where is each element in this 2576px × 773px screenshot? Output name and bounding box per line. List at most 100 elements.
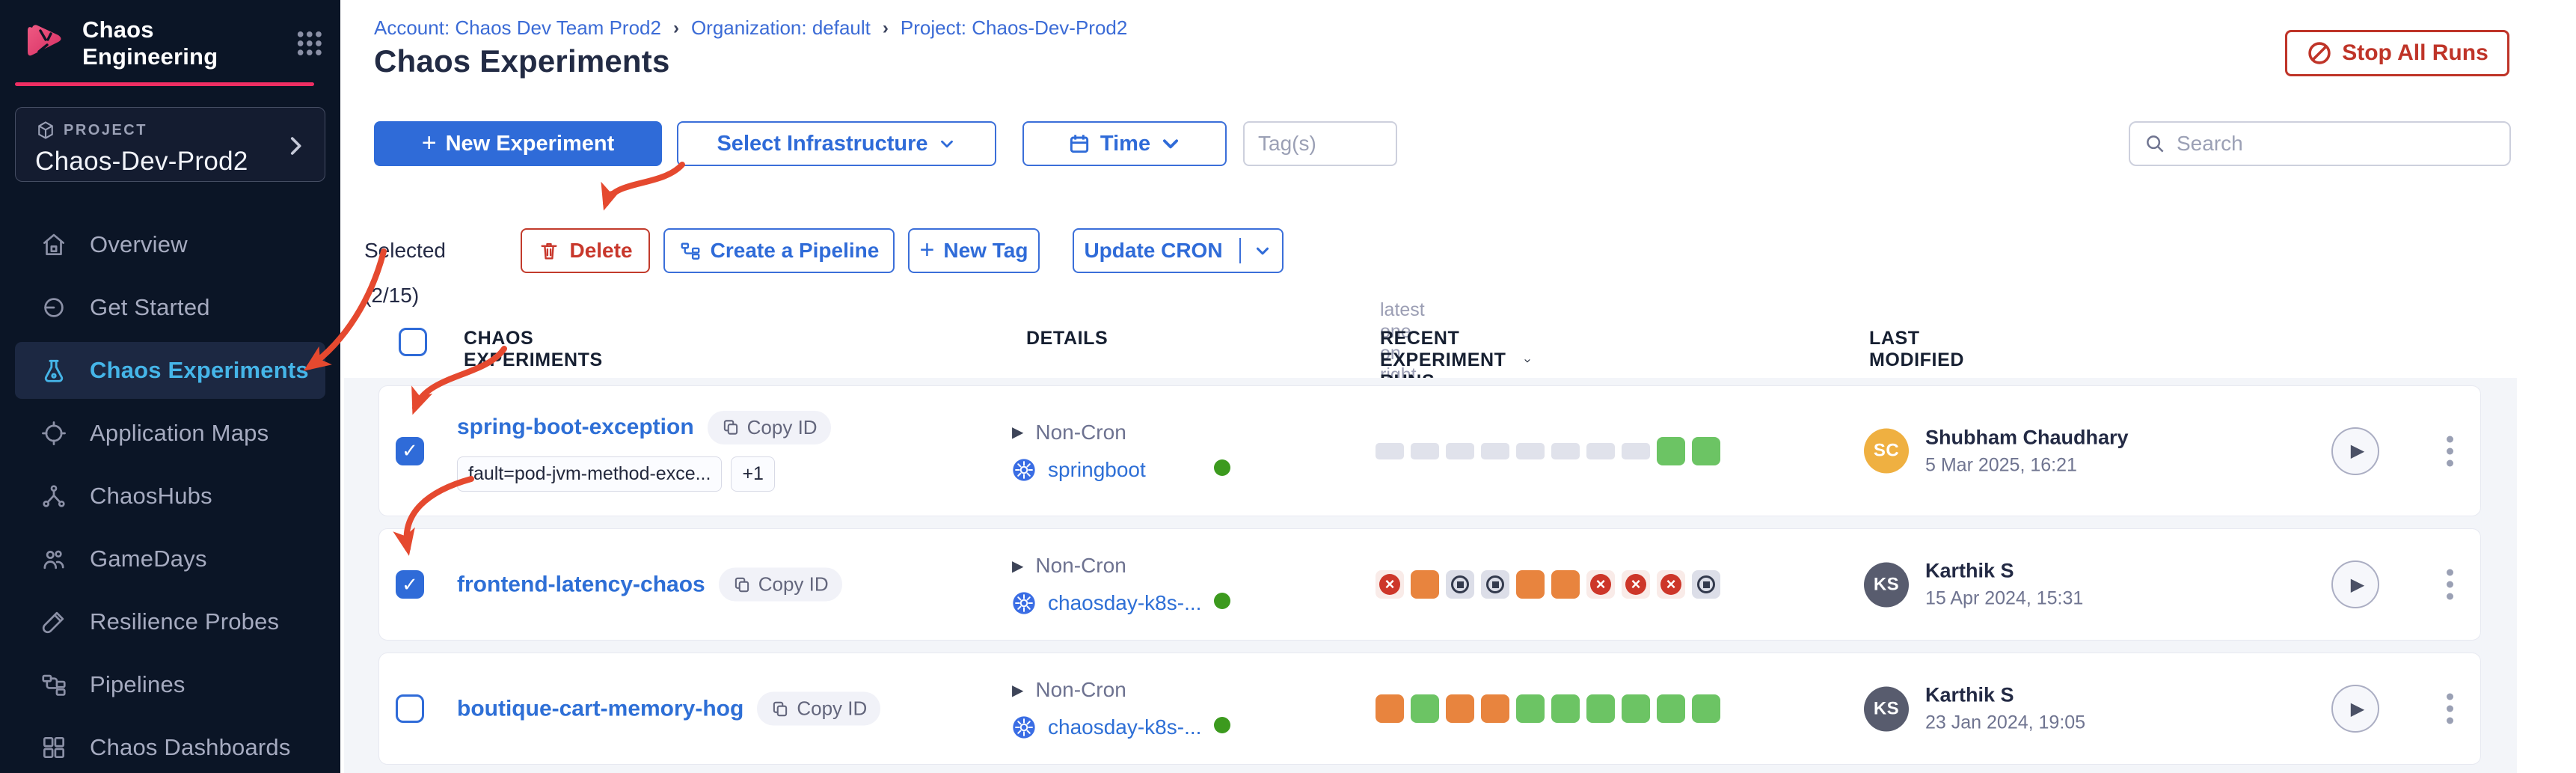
new-experiment-button[interactable]: + New Experiment (374, 121, 662, 166)
run-completed[interactable] (1551, 694, 1580, 723)
sidebar-item-label: Pipelines (90, 671, 185, 697)
breadcrumb-separator: › (882, 17, 889, 38)
app-grid-icon[interactable] (294, 28, 325, 59)
sidebar-item-get-started[interactable]: Get Started (0, 276, 340, 339)
run-stopped[interactable] (1692, 570, 1720, 599)
run-completed[interactable] (1692, 694, 1720, 723)
run-empty[interactable] (1481, 442, 1509, 459)
update-cron-dropdown[interactable]: Update CRON (1073, 228, 1284, 273)
avatar: KS (1864, 562, 1909, 607)
run-empty[interactable] (1411, 442, 1439, 459)
infrastructure-link[interactable]: springboot (1048, 457, 1146, 481)
run-completed[interactable] (1657, 436, 1685, 465)
project-selector[interactable]: PROJECT Chaos-Dev-Prod2 (15, 107, 325, 182)
sidebar-item-gamedays[interactable]: GameDays (0, 528, 340, 590)
brand-header: Chaos Engineering (22, 16, 325, 70)
chevron-right-icon (290, 137, 301, 155)
sidebar: Chaos Engineering PROJECT Chaos-Dev-Prod… (0, 0, 340, 773)
breadcrumb-account-link[interactable]: Account: Chaos Dev Team Prod2 (374, 16, 661, 39)
tags-filter-input[interactable]: Tag(s) (1243, 121, 1397, 166)
run-experiment-button[interactable]: ▶ (2331, 685, 2379, 733)
column-header-details: DETAILS (1026, 328, 1108, 349)
run-running[interactable] (1481, 694, 1509, 723)
run-failed[interactable]: × (1376, 570, 1404, 599)
selected-count-label: Selected (2/15) (364, 239, 446, 307)
sidebar-item-pipelines[interactable]: Pipelines (0, 653, 340, 716)
sidebar-item-label: GameDays (90, 546, 207, 572)
run-running[interactable] (1551, 570, 1580, 599)
copy-id-button[interactable]: Copy ID (757, 691, 881, 726)
run-completed[interactable] (1586, 694, 1615, 723)
tag-more-chip[interactable]: +1 (731, 456, 775, 492)
new-tag-button[interactable]: + New Tag (908, 228, 1040, 273)
tag-chip[interactable]: fault=pod-jvm-method-exce... (457, 456, 723, 492)
copy-id-button[interactable]: Copy ID (718, 567, 842, 602)
run-empty[interactable] (1586, 442, 1615, 459)
sidebar-item-overview[interactable]: Overview (0, 213, 340, 276)
run-empty[interactable] (1446, 442, 1474, 459)
run-experiment-button[interactable]: ▶ (2331, 560, 2379, 608)
row-menu-button[interactable] (2442, 689, 2458, 729)
row-checkbox[interactable]: ✓ (396, 570, 424, 599)
run-completed[interactable] (1516, 694, 1545, 723)
row-menu-button[interactable] (2442, 431, 2458, 471)
expand-triangle-icon[interactable]: ▶ (1012, 682, 1024, 699)
run-failed[interactable]: × (1622, 570, 1650, 599)
sidebar-item-chaoshubs[interactable]: ChaosHubs (0, 465, 340, 528)
copy-icon (735, 577, 749, 592)
run-completed[interactable] (1622, 694, 1650, 723)
run-running[interactable] (1446, 694, 1474, 723)
chevron-down-icon (1256, 247, 1269, 255)
run-stopped[interactable] (1446, 570, 1474, 599)
tags-placeholder: Tag(s) (1258, 132, 1316, 155)
select-infrastructure-dropdown[interactable]: Select Infrastructure (677, 121, 996, 166)
run-running[interactable] (1516, 570, 1545, 599)
dashboard-icon (39, 733, 69, 762)
sidebar-item-resilience-probes[interactable]: Resilience Probes (0, 590, 340, 653)
run-running[interactable] (1376, 694, 1404, 723)
copy-id-button[interactable]: Copy ID (707, 410, 831, 444)
sidebar-item-chaos-dashboards[interactable]: Chaos Dashboards (0, 716, 340, 773)
page-title: Chaos Experiments (374, 43, 670, 79)
modified-date: 23 Jan 2024, 19:05 (1925, 712, 2086, 733)
run-failed[interactable]: × (1586, 570, 1615, 599)
run-empty[interactable] (1516, 442, 1545, 459)
run-completed[interactable] (1411, 694, 1439, 723)
button-divider (1239, 238, 1241, 263)
row-checkbox[interactable] (396, 694, 424, 723)
expand-triangle-icon[interactable]: ▶ (1012, 557, 1024, 575)
row-menu-button[interactable] (2442, 565, 2458, 605)
main-content: Account: Chaos Dev Team Prod2 › Organiza… (340, 0, 2576, 773)
run-running[interactable] (1411, 570, 1439, 599)
infrastructure-link[interactable]: chaosday-k8s-... (1048, 591, 1202, 614)
run-stopped[interactable] (1481, 570, 1509, 599)
sidebar-item-label: ChaosHubs (90, 483, 212, 509)
run-empty[interactable] (1622, 442, 1650, 459)
experiment-row: boutique-cart-memory-hog Copy ID ▶ Non-C… (378, 653, 2481, 765)
expand-triangle-icon[interactable]: ▶ (1012, 424, 1024, 441)
create-pipeline-button[interactable]: Create a Pipeline (663, 228, 895, 273)
infrastructure-link[interactable]: chaosday-k8s-... (1048, 715, 1202, 739)
run-empty[interactable] (1376, 442, 1404, 459)
delete-button[interactable]: Delete (521, 228, 650, 273)
experiment-name-link[interactable]: spring-boot-exception (457, 415, 694, 439)
sidebar-item-application-maps[interactable]: Application Maps (0, 402, 340, 465)
run-experiment-button[interactable]: ▶ (2331, 427, 2379, 475)
run-empty[interactable] (1551, 442, 1580, 459)
breadcrumb-org-link[interactable]: Organization: default (690, 16, 871, 39)
experiment-name-link[interactable]: boutique-cart-memory-hog (457, 696, 744, 721)
run-failed[interactable]: × (1657, 570, 1685, 599)
modified-by-name: Karthik S (1925, 683, 2014, 706)
stop-all-runs-button[interactable]: Stop All Runs (2285, 30, 2509, 76)
sidebar-item-chaos-experiments[interactable]: Chaos Experiments (0, 339, 340, 402)
breadcrumb-project-link[interactable]: Project: Chaos-Dev-Prod2 (900, 16, 1128, 39)
run-completed[interactable] (1692, 436, 1720, 465)
kubernetes-icon (1013, 716, 1035, 739)
time-filter-dropdown[interactable]: Time (1022, 121, 1227, 166)
flask-icon (39, 356, 69, 385)
experiment-name-link[interactable]: frontend-latency-chaos (457, 572, 705, 596)
search-input[interactable]: Search (2129, 121, 2511, 166)
run-completed[interactable] (1657, 694, 1685, 723)
row-checkbox[interactable]: ✓ (396, 436, 424, 465)
select-all-checkbox[interactable] (399, 328, 427, 356)
